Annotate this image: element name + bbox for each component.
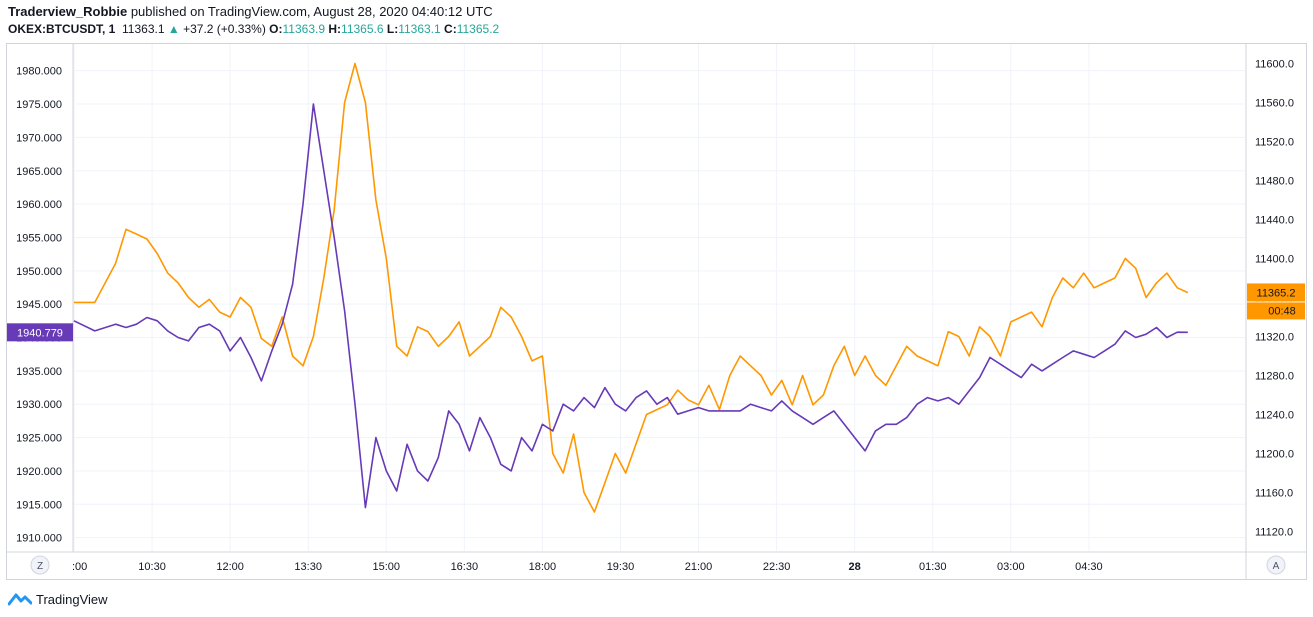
left-tick-label: 1910.000 <box>16 533 62 545</box>
right-tick-label: 11480.0 <box>1255 176 1294 188</box>
symbol-legend: OKEX:BTCUSDT, 1 11363.1 ▲ +37.2 (+0.33%)… <box>8 22 499 36</box>
footer: TradingView <box>8 591 108 607</box>
last-price: 11363.1 <box>122 22 165 36</box>
left-tick-label: 1920.000 <box>16 466 62 478</box>
time-tick-label: 04:30 <box>1075 561 1103 573</box>
time-tick-label: 18:00 <box>529 561 557 573</box>
open-label: O: <box>269 22 283 36</box>
left-tick-label: 1980.000 <box>16 66 62 78</box>
time-tick-label: 13:30 <box>294 561 322 573</box>
right-tick-label: 11560.0 <box>1255 98 1294 110</box>
auto-scale-button[interactable]: A <box>1266 555 1286 575</box>
left-tick-label: 1945.000 <box>16 299 62 311</box>
symbol-name[interactable]: OKEX:BTCUSDT, 1 <box>8 22 116 36</box>
low-value: 11363.1 <box>398 22 441 36</box>
right-tick-label: 11240.0 <box>1255 410 1294 422</box>
left-tick-label: 1915.000 <box>16 499 62 511</box>
series-lines <box>73 62 1189 513</box>
left-price-axis: 1910.000 1915.000 1920.000 1925.000 1930.000… <box>16 66 62 545</box>
left-tick-label: 1925.000 <box>16 433 62 445</box>
left-tick-label: 1960.000 <box>16 199 62 211</box>
close-value: 11365.2 <box>456 22 500 36</box>
right-tick-label: 11440.0 <box>1255 215 1294 227</box>
auto-scale-button-label: A <box>1273 561 1280 572</box>
left-tick-label: 1970.000 <box>16 132 62 144</box>
countdown-badge <box>1247 302 1305 320</box>
overlay-price-line <box>73 103 1188 509</box>
time-tick-label: 21:00 <box>685 561 713 573</box>
time-tick-label: 10:30 <box>138 561 166 573</box>
chart-frame <box>6 43 1307 580</box>
low-label: L: <box>386 22 399 36</box>
right-tick-label: 11400.0 <box>1255 254 1294 266</box>
time-tick-label: 22:30 <box>763 561 791 573</box>
change-arrow-icon: ▲ <box>167 22 180 36</box>
publish-info: Traderview_Robbie published on TradingVi… <box>8 4 493 19</box>
last-value-labels: 11365.2 00:48 1940.779 <box>7 283 1305 342</box>
left-scale-button-label: Z <box>37 561 43 572</box>
left-tick-label: 1935.000 <box>16 366 62 378</box>
published-text: published on TradingView.com, August 28,… <box>127 4 493 19</box>
left-last-value-badge <box>7 323 73 342</box>
chart-grid <box>73 44 1245 551</box>
countdown-label: 00:48 <box>1268 305 1296 317</box>
right-tick-label: 11120.0 <box>1255 527 1293 539</box>
author-name[interactable]: Traderview_Robbie <box>8 4 128 19</box>
time-tick-label: 15:00 <box>373 561 401 573</box>
close-label: C: <box>444 22 457 36</box>
time-axis: :00 10:30 12:00 13:30 15:00 16:30 18:00 19:30 21… <box>72 561 1103 573</box>
right-last-value-label: 11365.2 <box>1257 287 1296 299</box>
left-tick-label: 1965.000 <box>16 166 62 178</box>
left-tick-label: 1950.000 <box>16 266 62 278</box>
right-price-axis: 11120.0 11160.0 11200.0 11240.0 11280.0 11320… <box>1255 59 1294 539</box>
right-tick-label: 11160.0 <box>1255 488 1293 500</box>
time-tick-label: 12:00 <box>216 561 244 573</box>
right-tick-label: 11280.0 <box>1255 371 1294 383</box>
right-tick-label: 11320.0 <box>1255 332 1294 344</box>
left-tick-label: 1955.000 <box>16 232 62 244</box>
time-tick-label: :00 <box>72 561 87 573</box>
right-tick-label: 11520.0 <box>1255 137 1294 149</box>
time-tick-label: 01:30 <box>919 561 947 573</box>
time-tick-label: 03:00 <box>997 561 1025 573</box>
open-value: 11363.9 <box>282 22 326 36</box>
left-last-value-label: 1940.779 <box>17 327 63 339</box>
left-scale-button[interactable]: Z <box>30 555 50 575</box>
tradingview-logo-text[interactable]: TradingView <box>36 591 108 607</box>
time-tick-label: 16:30 <box>451 561 479 573</box>
btc-price-line <box>74 62 1189 513</box>
high-value: 11365.6 <box>341 22 384 36</box>
left-tick-label: 1975.000 <box>16 99 62 111</box>
time-tick-label: 19:30 <box>607 561 635 573</box>
tradingview-logo-icon[interactable] <box>8 592 32 606</box>
time-tick-label: 28 <box>849 561 861 573</box>
right-tick-label: 11200.0 <box>1255 449 1294 461</box>
high-label: H: <box>328 22 342 36</box>
right-tick-label: 11600.0 <box>1255 59 1294 71</box>
price-change: +37.2 (+0.33%) <box>183 22 266 36</box>
left-tick-label: 1930.000 <box>16 399 62 411</box>
right-last-value-badge <box>1247 283 1305 302</box>
